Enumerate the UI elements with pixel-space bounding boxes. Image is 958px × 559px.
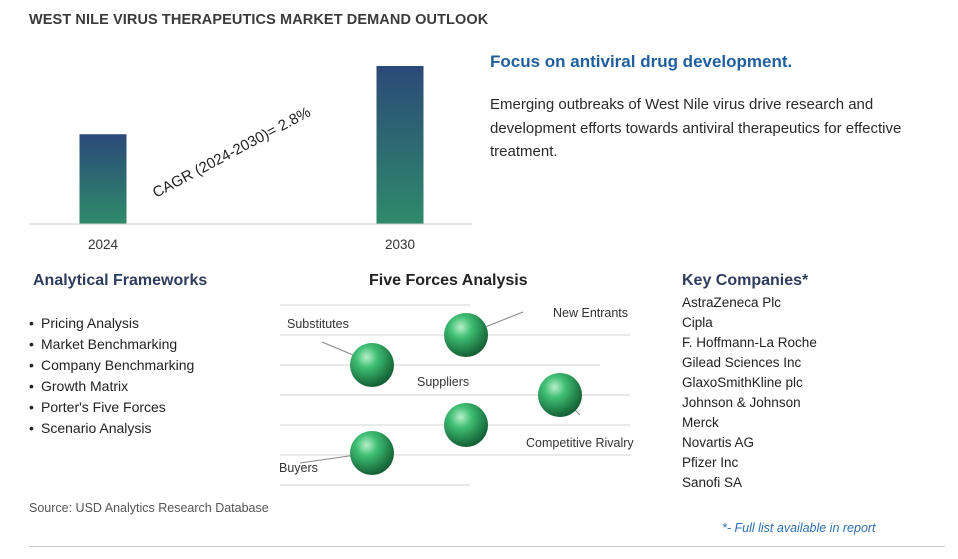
list-item: Gilead Sciences Inc: [682, 355, 802, 370]
buyers-label: Buyers: [279, 461, 318, 475]
bar-2030: [376, 66, 424, 224]
list-item: Market Benchmarking: [29, 334, 194, 355]
footnote: *- Full list available in report: [722, 521, 876, 535]
focus-text: Emerging outbreaks of West Nile virus dr…: [490, 96, 902, 160]
x-tick-label: 2024: [88, 237, 119, 252]
list-item: Novartis AG: [682, 435, 755, 450]
source-note: Source: USD Analytics Research Database: [29, 501, 269, 515]
new-entrants-label: New Entrants: [553, 306, 628, 320]
cagr-annotation: CAGR (2024-2030)= 2.8%: [150, 104, 314, 202]
suppliers-label: Suppliers: [417, 375, 469, 389]
list-item: Growth Matrix: [29, 376, 194, 397]
buyers-sphere: [350, 431, 394, 475]
substitutes-label: Substitutes: [287, 317, 349, 331]
five-forces-diagram: Substitutes New Entrants Suppliers Compe…: [279, 304, 634, 486]
list-item: Scenario Analysis: [29, 418, 194, 439]
frameworks-list: Pricing Analysis Market Benchmarking Com…: [29, 313, 194, 439]
list-item: Pfizer Inc: [682, 455, 739, 470]
suppliers-sphere: [444, 403, 488, 447]
focus-title: Focus on antiviral drug development.: [490, 52, 793, 71]
list-item: Sanofi SA: [682, 475, 743, 490]
list-item: Company Benchmarking: [29, 355, 194, 376]
competitive-rivalry-sphere: [538, 373, 582, 417]
competitive-rivalry-label: Competitive Rivalry: [526, 436, 634, 450]
companies-heading: Key Companies*: [682, 272, 809, 289]
frameworks-heading: Analytical Frameworks: [33, 272, 208, 289]
five-forces-heading: Five Forces Analysis: [369, 272, 528, 289]
list-item: Johnson & Johnson: [682, 395, 801, 410]
list-item: GlaxoSmithKline plc: [682, 375, 803, 390]
list-item: Pricing Analysis: [29, 313, 194, 334]
page-title: WEST NILE VIRUS THERAPEUTICS MARKET DEMA…: [29, 12, 489, 28]
bar-2024: [79, 134, 127, 224]
list-item: Cipla: [682, 315, 713, 330]
bar-chart: CAGR (2024-2030)= 2.8% 2024 2030: [29, 66, 472, 252]
new-entrants-sphere: [444, 313, 488, 357]
x-tick-label: 2030: [385, 237, 415, 252]
substitutes-sphere: [350, 343, 394, 387]
list-item: Porter's Five Forces: [29, 397, 194, 418]
list-item: F. Hoffmann-La Roche: [682, 335, 817, 350]
list-item: AstraZeneca Plc: [682, 295, 782, 310]
companies-list: AstraZeneca Plc Cipla F. Hoffmann-La Roc…: [682, 293, 817, 493]
bottom-divider: [29, 546, 945, 547]
list-item: Merck: [682, 415, 719, 430]
